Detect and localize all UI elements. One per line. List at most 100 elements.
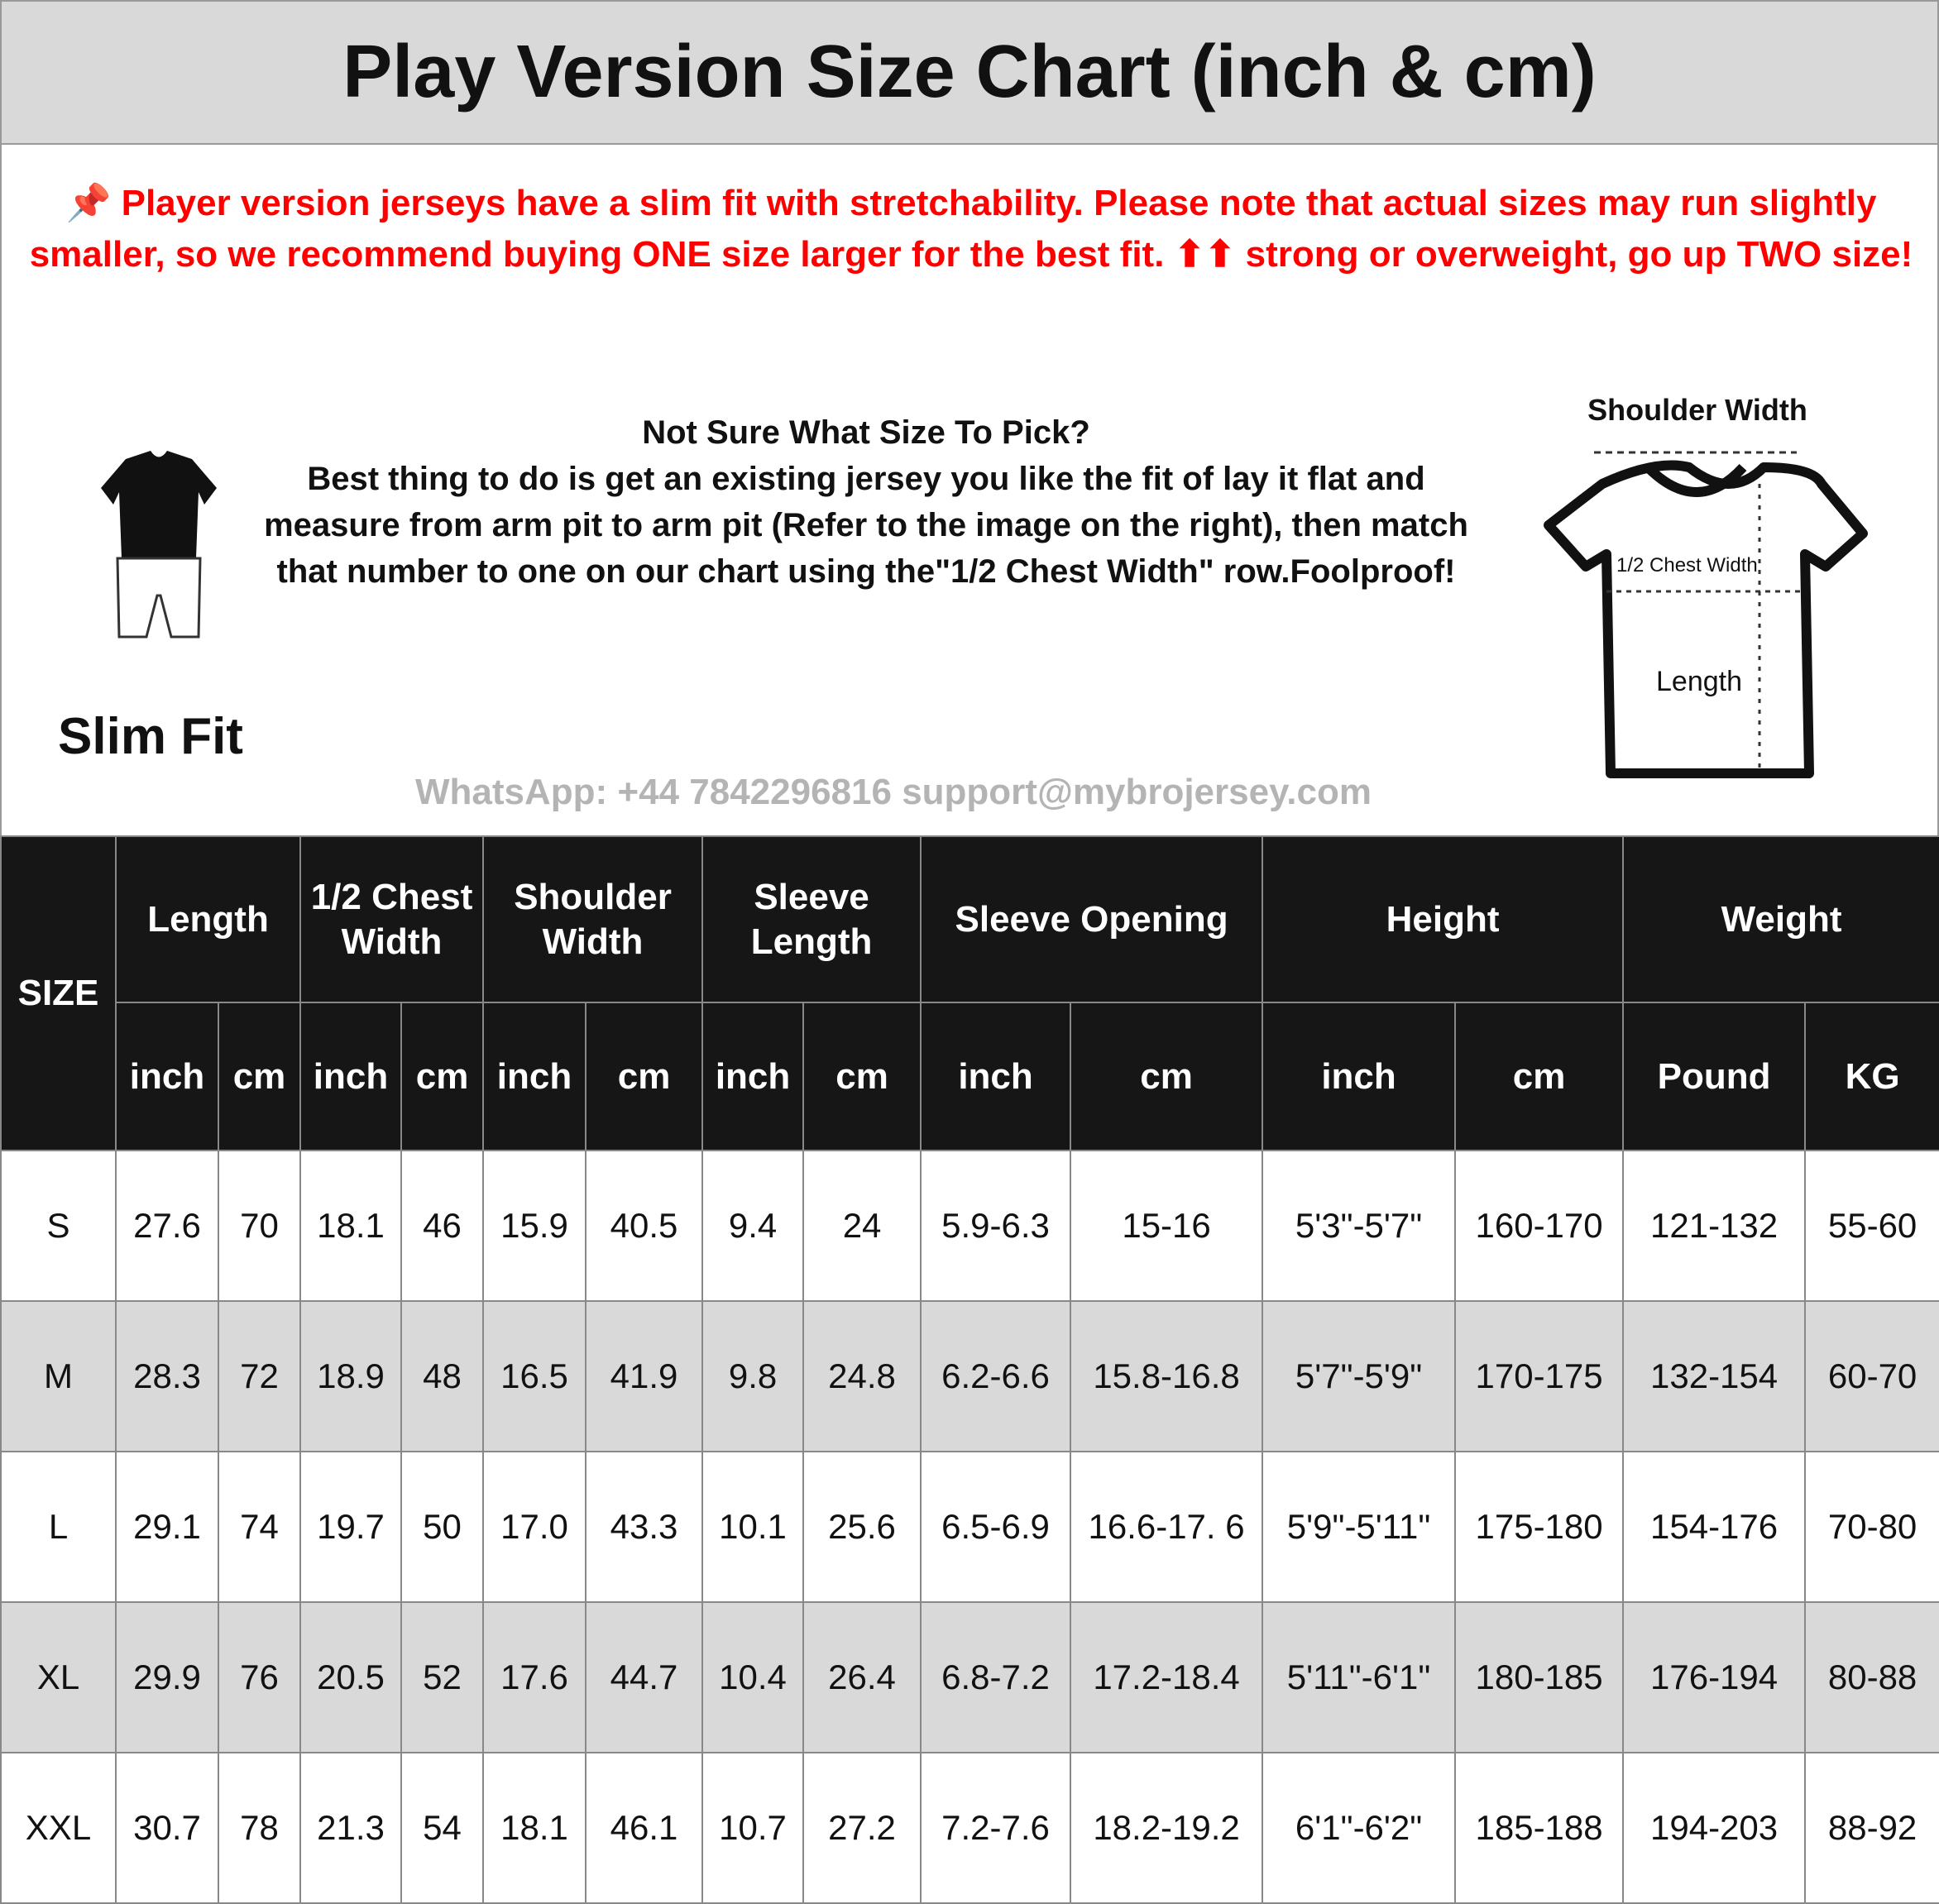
value-cell: 15.9 [482, 1150, 587, 1302]
value-cell: 50 [400, 1451, 485, 1603]
value-cell: 21.3 [299, 1752, 403, 1904]
unit-header: inch [115, 1002, 219, 1151]
unit-header: Pound [1622, 1002, 1807, 1151]
value-cell: 16.6-17. 6 [1070, 1451, 1264, 1603]
value-cell: 10.1 [701, 1451, 805, 1603]
value-cell: 9.4 [701, 1150, 805, 1302]
table-row: XXL 30.7 78 21.3 54 18.1 46.1 10.7 27.2 7.2-7.6 18… [0, 1752, 1939, 1904]
value-cell: 30.7 [115, 1752, 219, 1904]
value-cell: 88-92 [1804, 1752, 1939, 1904]
value-cell: 18.1 [299, 1150, 403, 1302]
column-group-header: Shoulder Width [482, 835, 704, 1003]
column-group-header: Length [114, 835, 302, 1003]
value-cell: 24.8 [802, 1300, 922, 1452]
value-cell: 48 [400, 1300, 485, 1452]
value-cell: 9.8 [701, 1300, 805, 1452]
column-group-header: 1/2 Chest Width [299, 835, 485, 1003]
value-cell: 5'3"-5'7" [1262, 1150, 1457, 1302]
value-cell: 132-154 [1622, 1300, 1807, 1452]
value-cell: 60-70 [1804, 1300, 1939, 1452]
value-cell: 52 [400, 1601, 485, 1753]
size-cell: XXL [0, 1752, 117, 1904]
fit-warning: 📌 Player version jerseys have a slim fit… [18, 178, 1924, 280]
column-group-header: Height [1262, 835, 1625, 1003]
value-cell: 16.5 [482, 1300, 587, 1452]
unit-header: inch [701, 1002, 805, 1151]
table-row: XL 29.9 76 20.5 52 17.6 44.7 10.4 26.4 6.8-7.2 17.… [0, 1601, 1939, 1753]
unit-header: KG [1804, 1002, 1939, 1151]
column-group-header: Weight [1622, 835, 1939, 1003]
value-cell: 10.4 [701, 1601, 805, 1753]
pushpin-icon: 📌 [65, 183, 112, 223]
value-cell: 7.2-7.6 [920, 1752, 1072, 1904]
value-cell: 41.9 [585, 1300, 704, 1452]
size-cell: M [0, 1300, 117, 1452]
warning-line-3: go up TWO size! [1627, 234, 1913, 275]
value-cell: 25.6 [802, 1451, 922, 1603]
value-cell: 40.5 [585, 1150, 704, 1302]
value-cell: 44.7 [585, 1601, 704, 1753]
value-cell: 72 [217, 1300, 302, 1452]
warning-line-1: Player version jerseys have a slim fit w… [121, 183, 1740, 223]
value-cell: 176-194 [1622, 1601, 1807, 1753]
value-cell: 43.3 [585, 1451, 704, 1603]
column-group-header: Sleeve Opening [920, 835, 1264, 1003]
unit-header: inch [1262, 1002, 1457, 1151]
value-cell: 194-203 [1622, 1752, 1807, 1904]
column-group-header: Sleeve Length [701, 835, 922, 1003]
contact-watermark: WhatsApp: +44 7842296816 support@mybroje… [415, 772, 1372, 812]
size-help-text: Not Sure What Size To Pick? Best thing t… [242, 409, 1491, 595]
unit-header: inch [299, 1002, 403, 1151]
value-cell: 18.1 [482, 1752, 587, 1904]
table-row: S 27.6 70 18.1 46 15.9 40.5 9.4 24 5.9-6.3 15-16 5'… [0, 1150, 1939, 1302]
slim-fit-figure-icon [101, 451, 217, 639]
value-cell: 76 [217, 1601, 302, 1753]
value-cell: 74 [217, 1451, 302, 1603]
value-cell: 55-60 [1804, 1150, 1939, 1302]
size-cell: L [0, 1451, 117, 1603]
value-cell: 17.0 [482, 1451, 587, 1603]
warning-line-2: slightly smaller, so we recommend buying… [29, 183, 1877, 275]
value-cell: 185-188 [1454, 1752, 1625, 1904]
value-cell: 18.9 [299, 1300, 403, 1452]
value-cell: 15-16 [1070, 1150, 1264, 1302]
notice-section: 📌 Player version jerseys have a slim fit… [0, 145, 1939, 835]
value-cell: 170-175 [1454, 1300, 1625, 1452]
value-cell: 5'7"-5'9" [1262, 1300, 1457, 1452]
value-cell: 24 [802, 1150, 922, 1302]
value-cell: 29.1 [115, 1451, 219, 1603]
unit-header: inch [482, 1002, 587, 1151]
unit-header: cm [217, 1002, 302, 1151]
value-cell: 70 [217, 1150, 302, 1302]
value-cell: 29.9 [115, 1601, 219, 1753]
value-cell: 19.7 [299, 1451, 403, 1603]
value-cell: 121-132 [1622, 1150, 1807, 1302]
value-cell: 5.9-6.3 [920, 1150, 1072, 1302]
size-cell: S [0, 1150, 117, 1302]
table-row: M 28.3 72 18.9 48 16.5 41.9 9.8 24.8 6.2-6.6 15.8-… [0, 1300, 1939, 1452]
size-chart-table: SIZE Length 1/2 Chest Width Shoulder Width S… [0, 835, 1939, 1904]
measurement-diagram: Shoulder Width 1/2 Chest Width Length [1524, 393, 1871, 790]
value-cell: 26.4 [802, 1601, 922, 1753]
value-cell: 15.8-16.8 [1070, 1300, 1264, 1452]
value-cell: 54 [400, 1752, 485, 1904]
value-cell: 27.2 [802, 1752, 922, 1904]
length-label: Length [1656, 666, 1742, 697]
tshirt-outline-icon [1544, 451, 1868, 778]
value-cell: 28.3 [115, 1300, 219, 1452]
unit-header: cm [1070, 1002, 1264, 1151]
value-cell: 175-180 [1454, 1451, 1625, 1603]
help-heading: Not Sure What Size To Pick? [642, 414, 1090, 451]
shoulder-width-label: Shoulder Width [1587, 393, 1807, 427]
help-line: Best thing to do is get an existing jers… [264, 461, 1468, 590]
value-cell: 154-176 [1622, 1451, 1807, 1603]
value-cell: 78 [217, 1752, 302, 1904]
slim-fit-label: Slim Fit [58, 708, 243, 765]
page-title: Play Version Size Chart (inch & cm) [0, 0, 1939, 145]
value-cell: 70-80 [1804, 1451, 1939, 1603]
table-row: L 29.1 74 19.7 50 17.0 43.3 10.1 25.6 6.5-6.9 16.6… [0, 1451, 1939, 1603]
value-cell: 46 [400, 1150, 485, 1302]
chest-width-label: 1/2 Chest Width [1616, 554, 1758, 576]
unit-header: cm [585, 1002, 704, 1151]
value-cell: 5'11"-6'1" [1262, 1601, 1457, 1753]
